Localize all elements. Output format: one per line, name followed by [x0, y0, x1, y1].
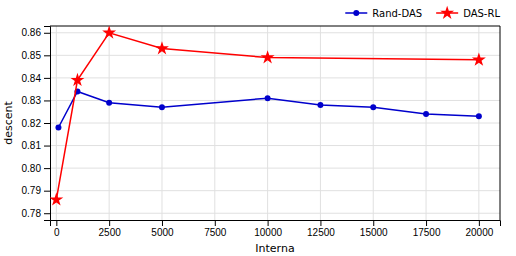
- tick: 17500: [413, 220, 441, 238]
- tick-label: 0.80: [22, 163, 42, 174]
- x-axis-title: Interna: [255, 242, 294, 255]
- tick-mark: [44, 78, 50, 79]
- point: [370, 104, 376, 110]
- legend-marker: [353, 10, 359, 16]
- line: [58, 91, 478, 127]
- tick-mark: [44, 191, 50, 192]
- legend-item: DAS-RL: [436, 6, 500, 19]
- point: [265, 95, 271, 101]
- tick: 0.82: [22, 118, 50, 129]
- tick-label: 0.82: [22, 118, 42, 129]
- grid-line: [50, 190, 500, 191]
- tick: 10000: [254, 220, 282, 238]
- point: [155, 41, 169, 54]
- marks: [50, 26, 486, 206]
- point: [423, 111, 429, 117]
- tick-label: 2500: [99, 227, 122, 238]
- point: [71, 73, 85, 86]
- tick-label: 17500: [413, 227, 441, 238]
- point: [159, 104, 165, 110]
- axis-line: [51, 221, 501, 227]
- tick-mark: [44, 146, 50, 147]
- tick-mark: [109, 220, 110, 226]
- tick-label: 0.79: [22, 185, 42, 196]
- tick-mark: [44, 123, 50, 124]
- legend-label: DAS-RL: [463, 8, 500, 19]
- tick: 20000: [465, 220, 493, 238]
- grid-line: [50, 55, 500, 56]
- grid-line: [50, 145, 500, 146]
- point: [317, 102, 323, 108]
- tick-label: 0.84: [22, 73, 42, 84]
- tick-mark: [44, 213, 50, 214]
- grid: [50, 26, 500, 220]
- tick: 0.79: [22, 185, 50, 196]
- tick-label: 0: [54, 227, 60, 238]
- tick-label: 0.78: [22, 208, 42, 219]
- tick-label: 0.81: [22, 140, 42, 151]
- point: [476, 113, 482, 119]
- tick-label: 12500: [307, 227, 335, 238]
- tick: 0.83: [22, 95, 50, 106]
- frame: [50, 26, 500, 27]
- tick: 12500: [307, 220, 335, 238]
- grid-line: [50, 168, 500, 169]
- legend-marker: [440, 6, 454, 19]
- tick-label: 5000: [151, 227, 174, 238]
- tick-mark: [162, 220, 163, 226]
- point: [50, 192, 63, 205]
- tick: 2500: [99, 220, 122, 238]
- tick: 5000: [151, 220, 174, 238]
- tick-label: 0.86: [22, 27, 42, 38]
- tick-mark: [44, 55, 50, 56]
- grid-line: [50, 77, 500, 78]
- point: [55, 125, 61, 131]
- tick-label: 20000: [465, 227, 493, 238]
- grid-line: [50, 32, 500, 33]
- y-axis: 0.78 0.79 0.80 0.81 0.82 0.83 0.84 0.85 0.86: [22, 27, 51, 221]
- tick: 0.86: [22, 27, 50, 38]
- point: [261, 50, 275, 63]
- tick-mark: [215, 220, 216, 226]
- x-axis: 0 2500 5000 7500 10000 12500 15000 17500 20000: [51, 220, 501, 238]
- tick: 0.80: [22, 163, 50, 174]
- tick-label: 0.85: [22, 50, 42, 61]
- tick-mark: [320, 220, 321, 226]
- tick: 0.84: [22, 73, 50, 84]
- tick-mark: [56, 220, 57, 226]
- grid-line: [50, 100, 500, 101]
- legend-item: Rand-DAS: [345, 8, 422, 19]
- tick: 0.78: [22, 208, 50, 219]
- axis-line: [44, 27, 51, 221]
- legend: Rand-DAS DAS-RL: [345, 6, 500, 19]
- legend-label: Rand-DAS: [372, 8, 422, 19]
- tick: 0.85: [22, 50, 50, 61]
- tick-mark: [44, 100, 50, 101]
- tick-mark: [44, 168, 50, 169]
- tick-mark: [373, 220, 374, 226]
- tick-mark: [44, 33, 50, 34]
- grid-line: [50, 123, 500, 124]
- grid-line: [50, 213, 500, 214]
- tick: 0.81: [22, 140, 50, 151]
- tick-label: 7500: [204, 227, 227, 238]
- tick: 15000: [360, 220, 388, 238]
- tick-mark: [426, 220, 427, 226]
- tick: 7500: [204, 220, 227, 238]
- tick-label: 10000: [254, 227, 282, 238]
- line: [56, 33, 479, 200]
- point: [102, 26, 116, 39]
- tick-label: 0.83: [22, 95, 42, 106]
- point: [106, 100, 112, 106]
- tick-mark: [268, 220, 269, 226]
- y-axis-title: descent: [2, 101, 15, 145]
- plot: 0 2500 5000 7500 10000 12500 15000 17500 20000 0.…: [22, 25, 501, 238]
- tick-mark: [479, 220, 480, 226]
- tick: 0: [54, 220, 60, 238]
- point: [472, 53, 486, 66]
- chart: 0 2500 5000 7500 10000 12500 15000 17500 20000 0.…: [0, 0, 516, 256]
- frame: [500, 26, 501, 220]
- tick-label: 15000: [360, 227, 388, 238]
